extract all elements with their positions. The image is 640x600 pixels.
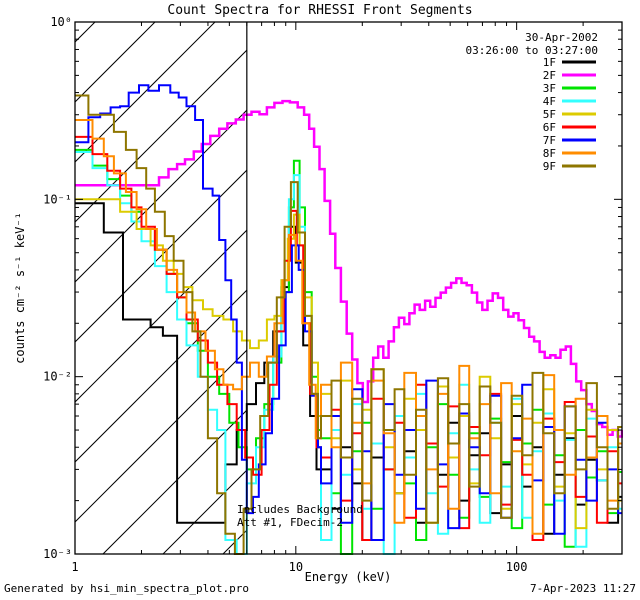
footer-render-timestamp: 7-Apr-2023 11:27: [530, 582, 636, 595]
x-tick-label-100: 100: [506, 560, 528, 574]
curve-6F: [75, 135, 622, 541]
chart-title: Count Spectra for RHESSI Front Segments: [167, 3, 472, 18]
legend-label-7F: 7F: [543, 134, 556, 147]
legend-label-5F: 5F: [543, 108, 556, 121]
footer-program-credit: Generated by hsi_min_spectra_plot.pro: [4, 582, 249, 595]
obs-date: 30-Apr-2002: [525, 31, 598, 44]
legend-label-9F: 9F: [543, 160, 556, 173]
x-tick-label-1: 1: [71, 560, 78, 574]
hatch-line: [75, 229, 247, 403]
curve-2F: [75, 99, 623, 438]
hatch-line: [75, 22, 216, 163]
legend-label-6F: 6F: [543, 121, 556, 134]
y-tick-label: 10⁻¹: [43, 192, 72, 206]
note-attenuator-state: Att #1, FDecim-2: [237, 516, 343, 529]
y-tick-label: 10⁰: [50, 15, 72, 29]
hatch-line: [102, 409, 247, 554]
axes: 1 10 100 10⁰ 10⁻¹ 10⁻² 10⁻³: [43, 15, 623, 574]
hatch-line: [75, 349, 247, 523]
spectra-curves: [75, 84, 623, 555]
curve-7F: [75, 84, 622, 541]
hatch-line: [75, 169, 247, 343]
x-axis-label: Energy (keV): [305, 570, 392, 584]
legend-label-3F: 3F: [543, 82, 556, 95]
curve-1F: [75, 202, 622, 541]
y-tick-label: 10⁻³: [43, 547, 72, 561]
y-axis-label: counts cm⁻² s⁻¹ keV⁻¹: [13, 212, 27, 364]
legend-label-8F: 8F: [543, 147, 556, 160]
obs-time-range: 03:26:00 to 03:27:00: [466, 44, 598, 57]
legend-label-1F: 1F: [543, 56, 556, 69]
x-tick-label-10: 10: [289, 560, 303, 574]
plot-frame: [74, 21, 623, 555]
curve-3F: [75, 148, 622, 555]
hatch-line: [75, 49, 247, 223]
legend-label-4F: 4F: [543, 95, 556, 108]
note-includes-background: Includes Background: [237, 503, 363, 516]
curve-9F: [75, 94, 622, 555]
curve-4F: [75, 151, 622, 555]
y-tick-label: 10⁻²: [43, 370, 72, 384]
legend-label-2F: 2F: [543, 69, 556, 82]
